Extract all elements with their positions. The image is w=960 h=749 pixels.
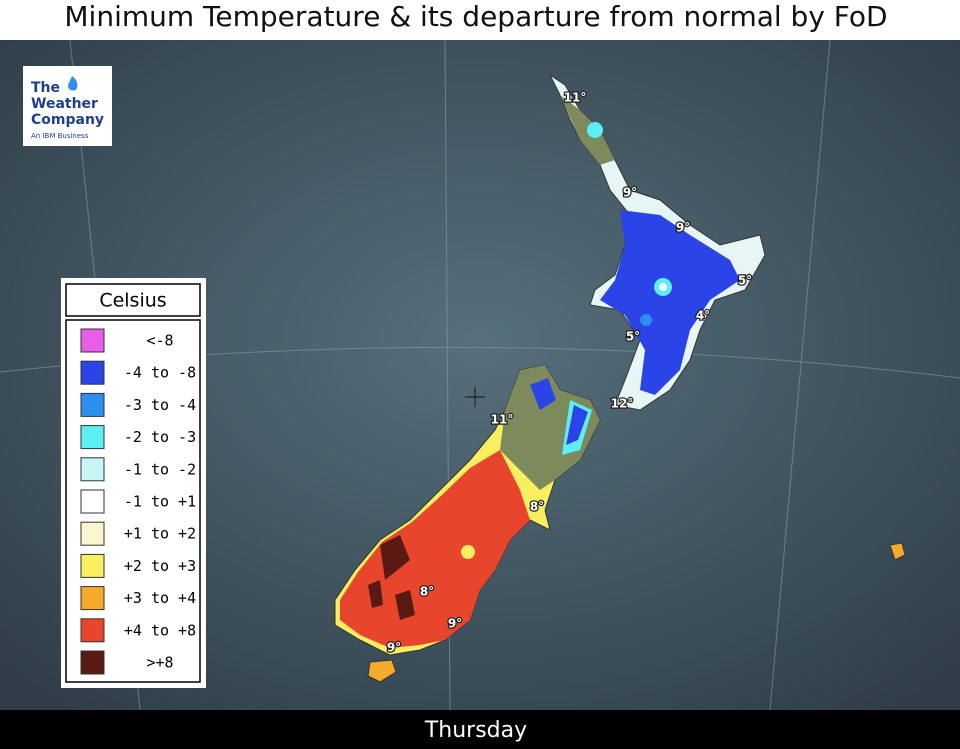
title: Minimum Temperature & its departure from… [64,0,887,33]
crosshair [465,387,485,407]
legend-swatch [80,553,105,578]
legend: Celsius <-8 -4 to -8 -3 to -4 -2 to -3 -1 to… [61,278,206,688]
legend-swatch [80,425,105,450]
legend-label: +1 to +2 [124,525,196,543]
legend-title: Celsius [99,290,166,312]
temperature-label: 8° [530,500,544,514]
legend-label: -1 to +1 [124,493,196,511]
temperature-label: 9° [448,617,462,631]
legend-label: +4 to +8 [124,621,196,639]
footer-bar [0,710,960,749]
temperature-label: 9° [676,221,690,235]
chatham-islands [889,542,906,561]
legend-swatch [80,392,105,417]
temperature-label: 8° [420,585,434,599]
temperature-label: 11° [491,413,514,427]
legend-swatch [80,489,105,514]
logo-line: Weather [31,96,98,112]
legend-label: >+8 [146,654,173,672]
logo-line: The [31,80,60,96]
legend-swatch [80,360,105,385]
temperature-label: 5° [738,274,752,288]
legend-label: -4 to -8 [124,364,196,382]
legend-swatch [80,457,105,482]
temperature-label: 11° [564,91,587,105]
temperature-label: 4° [696,309,710,323]
legend-swatch [80,650,105,675]
legend-label: <-8 [146,332,173,350]
legend-swatch [80,586,105,611]
legend-swatch [80,618,105,643]
temperature-label: 9° [623,186,637,200]
logo-sub: An IBM Business [31,132,89,140]
legend-label: -2 to -3 [124,428,196,446]
legend-label: +3 to +4 [124,589,196,607]
logo-drop [68,76,78,91]
temperature-label: 5° [626,330,640,344]
legend-swatch [80,521,105,546]
logo: The Weather Company An IBM Business [23,66,112,146]
south-island [334,364,601,656]
legend-swatch [80,328,105,353]
temperature-label: 12° [611,397,634,411]
logo-line: Company [31,112,104,128]
legend-label: -1 to -2 [124,460,196,478]
legend-label: +2 to +3 [124,557,196,575]
title-bar [0,0,960,40]
legend-label: -3 to -4 [124,396,196,414]
map-labels: 11° 9° 9° 5° 4° 5° 12° 11° 8° 8° 9° 9° [386,89,754,656]
stewart-island [367,659,397,683]
north-island [548,73,766,411]
temperature-label: 9° [387,641,401,655]
footer-day: Thursday [424,718,527,743]
